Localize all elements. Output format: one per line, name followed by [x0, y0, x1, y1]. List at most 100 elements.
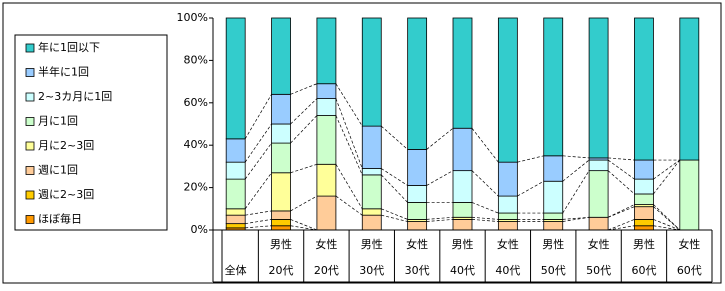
- series-connector: [562, 170, 590, 214]
- series-connector: [653, 159, 681, 180]
- bar-segment: [497, 17, 518, 163]
- bar-segment: [497, 195, 518, 214]
- x-tick-label: 40代: [495, 264, 520, 277]
- x-tick-label: 20代: [314, 264, 339, 277]
- x-tick-label-top: 男性: [270, 237, 292, 251]
- x-tick-label-top: 男性: [452, 237, 474, 251]
- legend-swatch: [25, 43, 35, 53]
- bar-segment: [271, 93, 291, 125]
- bar-segment: [316, 98, 337, 116]
- bar-segment: [361, 174, 382, 210]
- bar-segment: [316, 17, 337, 85]
- bar-segment: [634, 178, 654, 195]
- bar-segment: [225, 138, 246, 163]
- bar-segment: [225, 208, 246, 216]
- bar-segment: [497, 161, 518, 197]
- y-tick-label: 20%: [184, 181, 208, 194]
- bar-segment: [634, 218, 654, 227]
- series-connector: [290, 98, 318, 125]
- x-tick-label-top: 男性: [542, 237, 564, 251]
- y-tick-label: 0%: [191, 223, 208, 236]
- series-connector: [653, 225, 680, 231]
- bar-segment: [452, 218, 473, 231]
- bar-segment: [316, 195, 337, 231]
- series-connector: [471, 219, 499, 222]
- x-tick-label: 60代: [677, 264, 702, 277]
- x-tick-label: 20代: [269, 264, 294, 277]
- bar-segment: [497, 221, 518, 231]
- series-connector: [562, 155, 590, 159]
- bar-segment: [452, 127, 473, 172]
- bar-segment: [543, 180, 564, 214]
- x-tick-label-top: 女性: [678, 237, 700, 251]
- legend-swatch: [25, 141, 35, 151]
- x-tick-label: 30代: [359, 264, 384, 277]
- series-connector: [471, 216, 499, 220]
- bar-segment: [588, 170, 609, 218]
- bar-segment: [271, 225, 291, 231]
- x-tick-label: 60代: [631, 264, 656, 277]
- series-connector: [381, 214, 408, 222]
- series-connector: [245, 219, 272, 224]
- bar-segment: [225, 178, 246, 210]
- legend-label: 月に1回: [38, 115, 78, 128]
- series-connector: [653, 159, 681, 195]
- legend-label: 週に2~3回: [38, 188, 94, 201]
- bar-segment: [543, 155, 564, 182]
- series-connector: [653, 206, 681, 231]
- bar-segment: [634, 17, 654, 161]
- x-tick-label-top: 女性: [406, 237, 428, 251]
- bar-segment: [361, 214, 382, 231]
- x-tick-label-top: 女性: [315, 237, 337, 251]
- legend-label: 月に2~3回: [38, 139, 94, 152]
- bar-segment: [588, 17, 609, 159]
- legend-swatch: [25, 215, 35, 224]
- series-connector: [517, 180, 544, 197]
- y-tick-label: 60%: [184, 96, 208, 109]
- bar-segment: [634, 206, 654, 220]
- x-tick-label-top: 男性: [361, 237, 383, 251]
- series-connector: [244, 142, 272, 180]
- series-connector: [245, 225, 272, 229]
- series-connector: [562, 216, 590, 220]
- x-tick-label: 30代: [405, 264, 430, 277]
- bar-segment: [316, 83, 337, 99]
- bar-segment: [361, 208, 382, 216]
- series-connector: [290, 195, 318, 212]
- series-connector: [381, 168, 408, 186]
- series-connector: [244, 123, 272, 163]
- legend-swatch: [25, 166, 35, 175]
- bar-segment: [271, 17, 291, 95]
- bar-segment: [634, 193, 654, 205]
- series-connector: [426, 170, 454, 186]
- bar-segment: [497, 212, 518, 220]
- series-connector: [426, 219, 454, 222]
- legend-swatch: [25, 190, 35, 200]
- legend-swatch: [25, 68, 35, 77]
- series-connector: [471, 128, 499, 163]
- series-connector: [335, 83, 363, 127]
- legend-label: 年に1回以下: [38, 40, 100, 54]
- x-tick-label-top: 女性: [497, 237, 519, 251]
- series-connector: [426, 216, 454, 220]
- bar-segment: [225, 17, 246, 140]
- series-connector: [244, 94, 272, 140]
- series-connector: [608, 225, 635, 231]
- bar-segment: [361, 168, 382, 176]
- x-tick-label: 40代: [450, 264, 475, 277]
- y-tick-label: 40%: [184, 138, 208, 151]
- series-connector: [335, 98, 363, 169]
- x-tick-label: 50代: [541, 264, 566, 277]
- legend-swatch: [25, 117, 35, 126]
- bar-segment: [452, 202, 473, 218]
- series-connector: [335, 195, 363, 216]
- bar-segment: [361, 125, 382, 169]
- bar-segment: [225, 161, 246, 180]
- x-tick-label-top: 男性: [633, 237, 655, 251]
- y-tick-label: 80%: [184, 53, 208, 66]
- series-connector: [381, 174, 408, 203]
- series-connector: [607, 159, 635, 180]
- bar-segment: [316, 163, 337, 197]
- bar-segment: [679, 159, 700, 231]
- series-connector: [562, 159, 590, 182]
